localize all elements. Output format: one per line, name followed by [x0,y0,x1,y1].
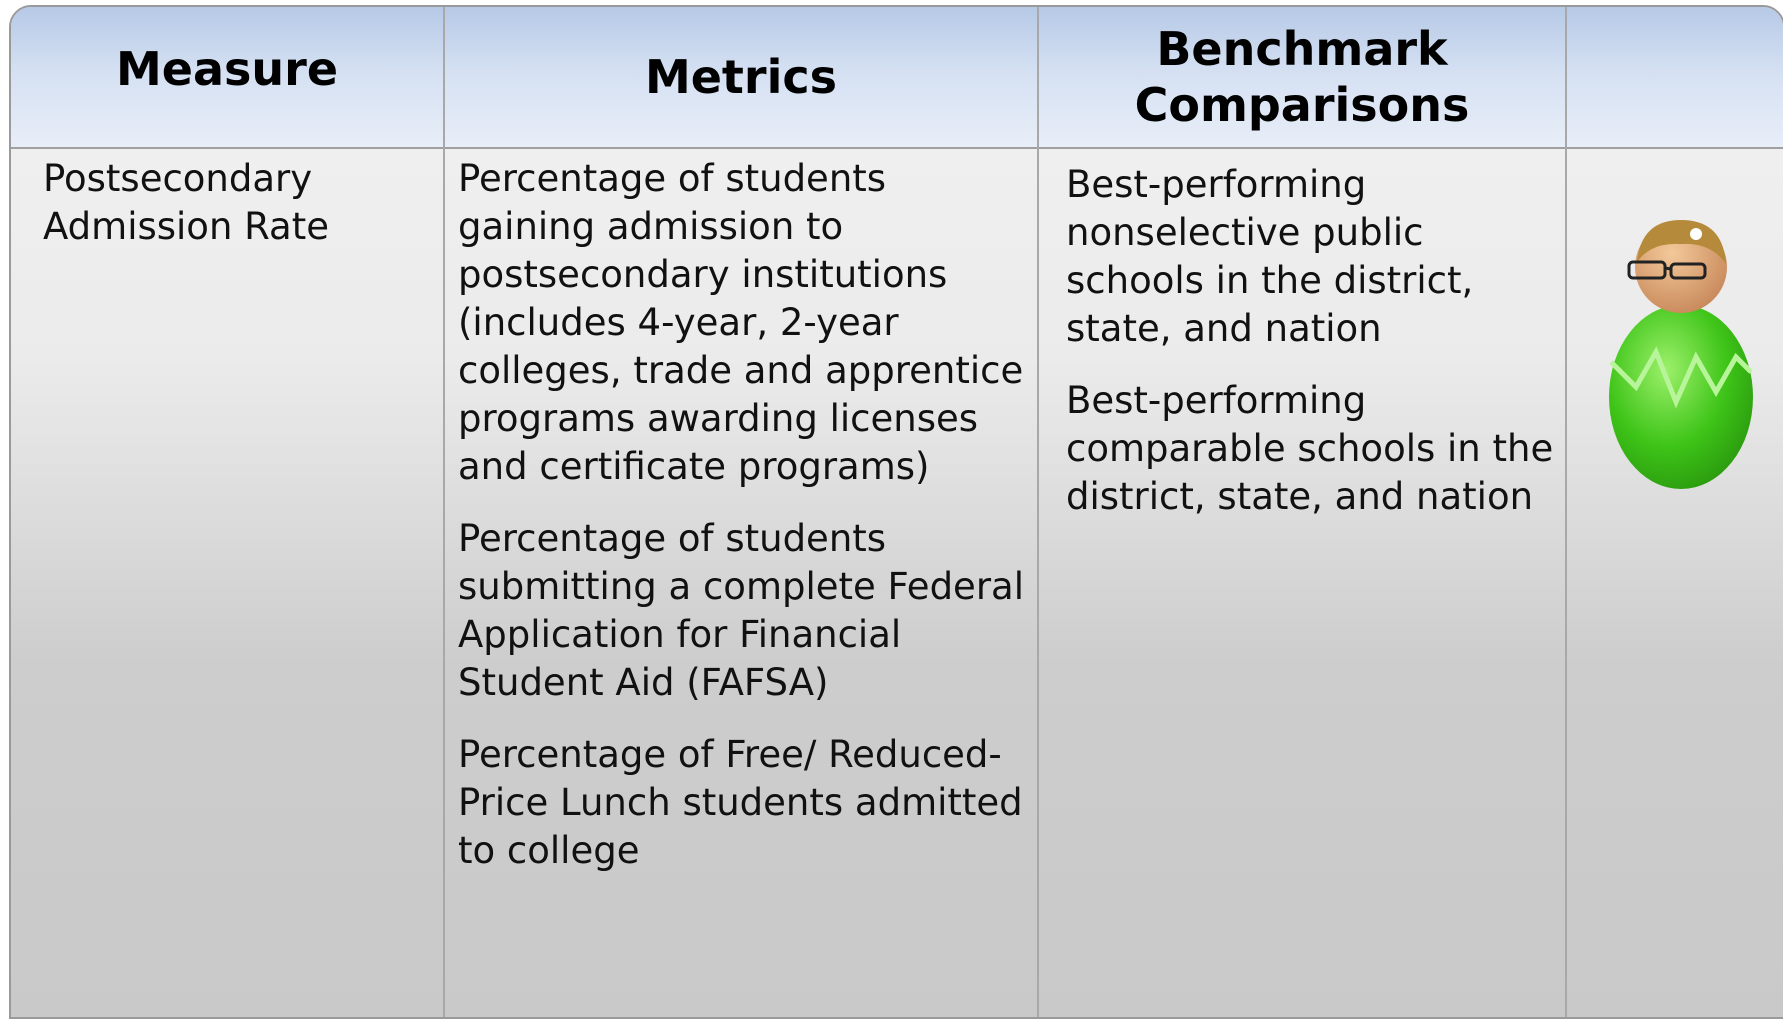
column-divider [1565,7,1567,1017]
header-cell: Benchmark Comparisons [1134,22,1470,132]
measure-cell: Postsecondary Admission Rate [43,157,329,248]
table: Measure Metrics Benchmark Comparisons Po… [9,5,1783,1019]
benchmark: Best-performing nonselective public scho… [1066,163,1474,350]
metric: Percentage of Free/ Reduced-Price Lunch … [458,733,1023,872]
benchmark-cell: Best-performing nonselective public scho… [1066,161,1556,545]
metrics-cell: Percentage of students gaining admission… [458,155,1030,899]
column-divider [443,7,445,1017]
metric: Percentage of students gaining admission… [458,157,1024,488]
header-cell: Measure [115,42,339,96]
column-divider [1037,7,1039,1017]
person-icon [1609,220,1753,489]
header-row [11,7,1783,149]
benchmark: Best-performing comparable schools in th… [1066,379,1554,518]
metric: Percentage of students submitting a comp… [458,517,1024,704]
header-cell: Metrics [644,50,838,104]
